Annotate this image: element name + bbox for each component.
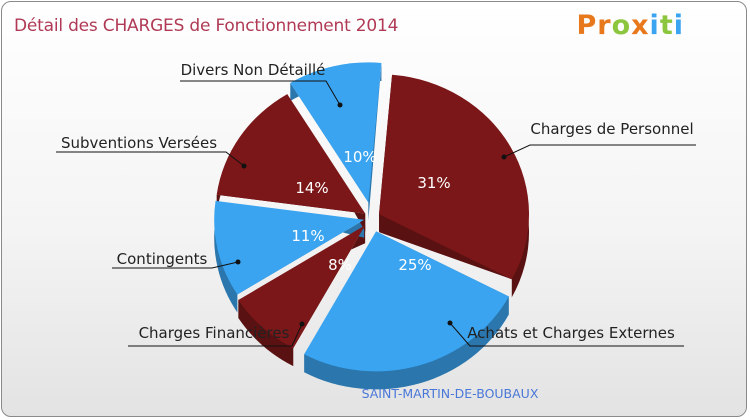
slice-percent-label: 25% (398, 256, 431, 274)
slice-label: Contingents (117, 250, 208, 268)
pie-slices (214, 62, 530, 372)
pie-slice[interactable] (216, 94, 366, 214)
leader-arrow (235, 259, 241, 265)
leader-line (449, 322, 684, 347)
pie-slice[interactable] (214, 200, 365, 295)
slice-percent-label: 10% (343, 148, 376, 166)
pie-labels: Charges de Personnel Achats et Charges Ex… (61, 61, 694, 342)
pie-percent-labels: 31% 25% 8%11% 14% 10% (291, 148, 450, 274)
pie-leader-lines (56, 80, 696, 347)
leader-line (128, 323, 303, 347)
logo-letter: t (659, 10, 674, 41)
logo-letter: i (673, 10, 684, 41)
proxiti-logo[interactable]: Proxiti (576, 10, 684, 41)
leader-arrow (241, 163, 247, 169)
leader-arrow (501, 154, 507, 160)
leader-arrow (299, 321, 305, 327)
slice-percent-label: 8% (328, 256, 352, 274)
chart-title: Détail des CHARGES de Fonctionnement 201… (14, 16, 399, 36)
slice-percent-label: 14% (295, 179, 328, 197)
pie-slice[interactable] (290, 62, 382, 203)
leader-arrow (337, 102, 343, 108)
commune-name: SAINT-MARTIN-DE-BOUBAUX (361, 386, 539, 401)
pie-slice[interactable] (238, 225, 366, 349)
leader-arrow (447, 320, 453, 326)
logo-letter: r (597, 10, 612, 41)
logo-letter: P (576, 10, 598, 41)
logo-letter: x (631, 10, 650, 41)
slice-label: Achats et Charges Externes (467, 324, 675, 342)
leader-line (56, 151, 245, 167)
leader-line (112, 261, 239, 269)
pie-slice[interactable] (379, 74, 530, 280)
slice-label: Subventions Versées (61, 134, 217, 152)
leader-line (180, 80, 341, 106)
slice-label: Charges de Personnel (530, 120, 693, 138)
slice-label: Divers Non Détaillé (181, 61, 326, 79)
logo-letter: i (649, 10, 660, 41)
pie-slice[interactable] (304, 231, 509, 372)
slice-percent-label: 31% (417, 174, 450, 192)
slice-percent-label: 11% (291, 227, 324, 245)
leader-line (503, 144, 696, 158)
logo-letter: o (611, 10, 632, 41)
slice-label: Charges Financières (139, 324, 290, 342)
